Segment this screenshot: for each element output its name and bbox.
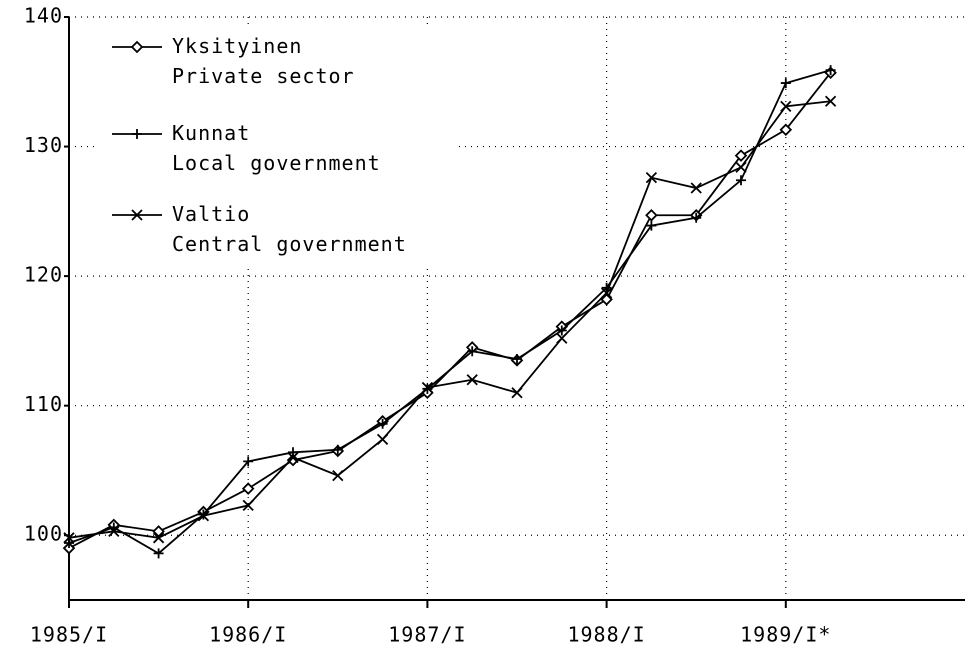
marker xyxy=(511,387,523,399)
marker xyxy=(197,510,210,522)
marker xyxy=(287,451,299,464)
series-line xyxy=(68,100,831,539)
y-tick-label: 140 xyxy=(24,4,63,28)
marker xyxy=(556,332,568,344)
x-tick-label: 1988/I xyxy=(567,623,645,647)
marker xyxy=(512,354,522,365)
marker xyxy=(466,374,478,386)
marker xyxy=(152,532,165,544)
marker xyxy=(131,209,143,221)
marker xyxy=(63,532,75,544)
marker xyxy=(332,469,344,482)
marker xyxy=(130,40,144,54)
legend-label: Yksityinen Private sector xyxy=(172,34,355,88)
marker xyxy=(62,541,76,555)
legend-background xyxy=(99,27,459,267)
marker xyxy=(421,381,434,394)
marker xyxy=(690,182,702,194)
marker xyxy=(288,447,298,458)
y-tick-label: 100 xyxy=(24,522,63,546)
marker xyxy=(734,149,748,162)
marker xyxy=(645,208,658,222)
marker xyxy=(556,325,567,336)
marker xyxy=(241,482,255,495)
y-tick-label: 130 xyxy=(24,133,63,157)
x-tick-label: 1987/I xyxy=(388,623,466,647)
marker xyxy=(780,100,792,113)
marker xyxy=(64,537,74,548)
marker xyxy=(377,418,388,429)
marker xyxy=(779,123,793,136)
marker xyxy=(691,212,702,223)
marker xyxy=(735,161,747,173)
legend-label: Kunnat Local government xyxy=(172,121,381,175)
legend-label: Valtio Central government xyxy=(172,202,407,256)
marker xyxy=(132,129,142,139)
marker xyxy=(332,444,343,455)
x-tick-label: 1989/I* xyxy=(740,623,831,647)
marker xyxy=(153,548,164,559)
marker xyxy=(600,293,613,306)
marker xyxy=(376,433,389,445)
marker xyxy=(243,456,254,467)
marker xyxy=(736,175,746,186)
marker xyxy=(242,499,254,512)
series-line xyxy=(68,69,831,555)
marker xyxy=(825,65,836,76)
marker xyxy=(645,172,658,184)
marker xyxy=(824,95,837,107)
marker xyxy=(780,78,791,89)
marker xyxy=(152,525,165,538)
marker xyxy=(467,346,478,357)
y-tick-label: 110 xyxy=(24,392,63,416)
marker xyxy=(646,220,657,231)
y-tick-label: 120 xyxy=(24,263,63,287)
x-tick-label: 1985/I xyxy=(30,623,108,647)
legend: Yksityinen Private sector Kunnat Local gove… xyxy=(99,27,459,267)
marker xyxy=(600,287,613,299)
marker xyxy=(108,525,120,537)
x-tick-label: 1986/I xyxy=(209,623,287,647)
